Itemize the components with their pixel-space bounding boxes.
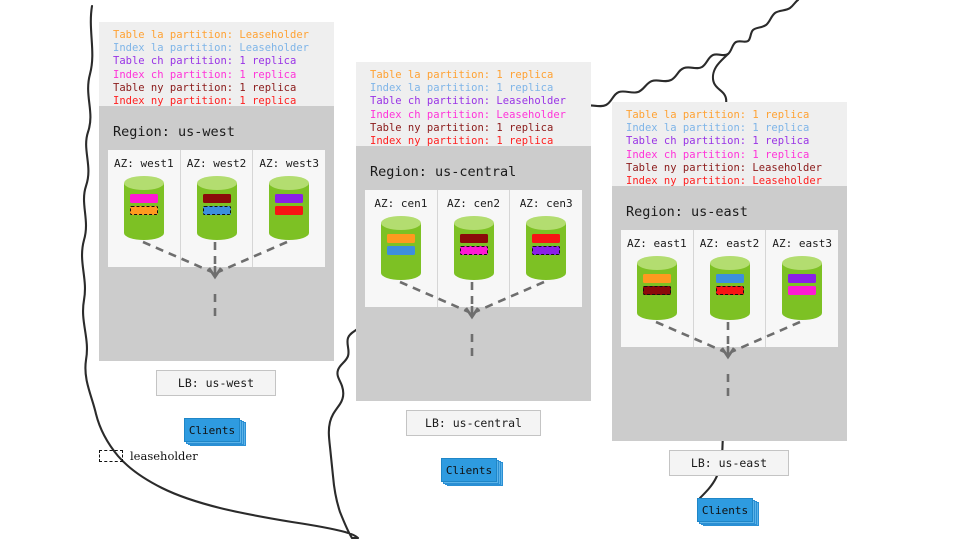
partition-replica <box>386 246 415 255</box>
info-line: Index ch partition: Leaseholder <box>370 108 566 121</box>
az-label: AZ: cen1 <box>374 197 428 210</box>
partition-replica <box>275 194 304 203</box>
az-strip-us-central: AZ: cen1 AZ: cen2 AZ: cen3 <box>365 190 582 307</box>
dashed-rect-icon <box>99 450 123 462</box>
info-line: Table ch partition: Leaseholder <box>370 95 566 108</box>
leaseholder-legend-label: leaseholder <box>130 449 198 463</box>
partition-replica <box>275 206 304 215</box>
info-line: Index ch partition: 1 replica <box>113 68 297 81</box>
clients-label-us-east: Clients <box>697 498 753 522</box>
az-column: AZ: west3 <box>253 150 325 267</box>
info-panel-us-east: Table la partition: 1 replica Index la pa… <box>612 102 847 188</box>
cylinder-top <box>453 216 494 230</box>
region-title-us-central: Region: us-central <box>370 164 517 180</box>
info-line: Table ny partition: 1 replica <box>370 121 554 134</box>
az-column: AZ: east2 <box>694 230 767 347</box>
az-strip-us-east: AZ: east1 AZ: east2 AZ: east3 <box>621 230 838 347</box>
clients-us-west[interactable]: Clients <box>184 418 246 446</box>
database-cylinder-icon[interactable] <box>269 176 310 240</box>
database-cylinder-icon[interactable] <box>709 256 750 320</box>
partition-replica <box>788 274 817 283</box>
region-us-east: Region: us-east AZ: east1 AZ: east2 AZ: ea… <box>612 186 847 526</box>
load-balancer-us-central[interactable]: LB: us-central <box>406 410 541 436</box>
clients-label-us-west: Clients <box>184 418 240 442</box>
partition-replica <box>788 286 817 295</box>
region-title-us-west: Region: us-west <box>113 124 235 140</box>
database-cylinder-icon[interactable] <box>380 216 421 280</box>
info-line: Index ny partition: Leaseholder <box>626 175 822 188</box>
az-label: AZ: east1 <box>627 237 687 250</box>
cylinder-top <box>709 256 750 270</box>
cylinder-top <box>196 176 237 190</box>
partition-replica <box>129 194 158 203</box>
region-us-west: Region: us-west AZ: west1 AZ: west2 AZ: we… <box>99 106 334 446</box>
database-cylinder-icon[interactable] <box>196 176 237 240</box>
info-line: Index la partition: 1 replica <box>626 122 810 135</box>
az-column: AZ: east1 <box>621 230 694 347</box>
partition-replica <box>459 234 488 243</box>
info-line: Index ch partition: 1 replica <box>626 148 810 161</box>
az-label: AZ: cen2 <box>447 197 500 210</box>
partition-replica <box>715 274 744 283</box>
info-panel-us-west: Table la partition: Leaseholder Index la … <box>99 22 334 108</box>
partition-replica-leaseholder <box>202 206 231 215</box>
partition-replica <box>386 234 415 243</box>
cylinder-top <box>269 176 310 190</box>
az-label: AZ: cen3 <box>519 197 573 210</box>
info-line: Table ny partition: 1 replica <box>113 81 297 94</box>
cylinder-top <box>380 216 421 230</box>
az-column: AZ: cen1 <box>365 190 438 307</box>
cylinder-top <box>123 176 164 190</box>
az-label: AZ: west1 <box>114 157 174 170</box>
info-line: Table ch partition: 1 replica <box>626 135 810 148</box>
clients-label-us-central: Clients <box>441 458 497 482</box>
partition-replica-leaseholder <box>129 206 158 215</box>
database-cylinder-icon[interactable] <box>123 176 164 240</box>
load-balancer-us-east[interactable]: LB: us-east <box>669 450 789 476</box>
info-line: Table la partition: Leaseholder <box>113 29 309 41</box>
partition-replica <box>642 274 671 283</box>
az-column: AZ: west2 <box>181 150 254 267</box>
info-line: Index ny partition: 1 replica <box>113 95 297 108</box>
partition-replica-leaseholder <box>715 286 744 295</box>
az-column: AZ: cen2 <box>438 190 511 307</box>
database-cylinder-icon[interactable] <box>453 216 494 280</box>
az-label: AZ: east3 <box>772 237 832 250</box>
az-label: AZ: east2 <box>699 237 760 250</box>
region-us-central: Region: us-central AZ: cen1 AZ: cen2 AZ: c… <box>356 146 591 486</box>
leaseholder-legend: leaseholder <box>99 449 198 463</box>
cylinder-top <box>636 256 677 270</box>
info-line: Index la partition: Leaseholder <box>113 42 309 55</box>
cylinder-top <box>782 256 823 270</box>
info-line: Table ny partition: Leaseholder <box>626 161 822 174</box>
clients-us-central[interactable]: Clients <box>441 458 503 486</box>
info-line: Table la partition: 1 replica <box>370 69 554 81</box>
info-line: Index ny partition: 1 replica <box>370 135 554 148</box>
database-cylinder-icon[interactable] <box>636 256 677 320</box>
clients-us-east[interactable]: Clients <box>697 498 759 526</box>
az-strip-us-west: AZ: west1 AZ: west2 AZ: west3 <box>108 150 325 267</box>
cylinder-top <box>526 216 567 230</box>
partition-replica-leaseholder <box>532 246 561 255</box>
az-column: AZ: cen3 <box>510 190 582 307</box>
partition-replica <box>202 194 231 203</box>
partition-replica <box>532 234 561 243</box>
az-label: AZ: west3 <box>259 157 319 170</box>
az-column: AZ: east3 <box>766 230 838 347</box>
load-balancer-us-west[interactable]: LB: us-west <box>156 370 276 396</box>
info-line: Index la partition: 1 replica <box>370 82 554 95</box>
partition-replica-leaseholder <box>642 286 671 295</box>
database-cylinder-icon[interactable] <box>782 256 823 320</box>
partition-replica-leaseholder <box>459 246 488 255</box>
region-title-us-east: Region: us-east <box>626 204 748 220</box>
info-line: Table ch partition: 1 replica <box>113 55 297 68</box>
database-cylinder-icon[interactable] <box>526 216 567 280</box>
info-line: Table la partition: 1 replica <box>626 109 810 121</box>
az-column: AZ: west1 <box>108 150 181 267</box>
info-panel-us-central: Table la partition: 1 replica Index la pa… <box>356 62 591 148</box>
az-label: AZ: west2 <box>186 157 247 170</box>
